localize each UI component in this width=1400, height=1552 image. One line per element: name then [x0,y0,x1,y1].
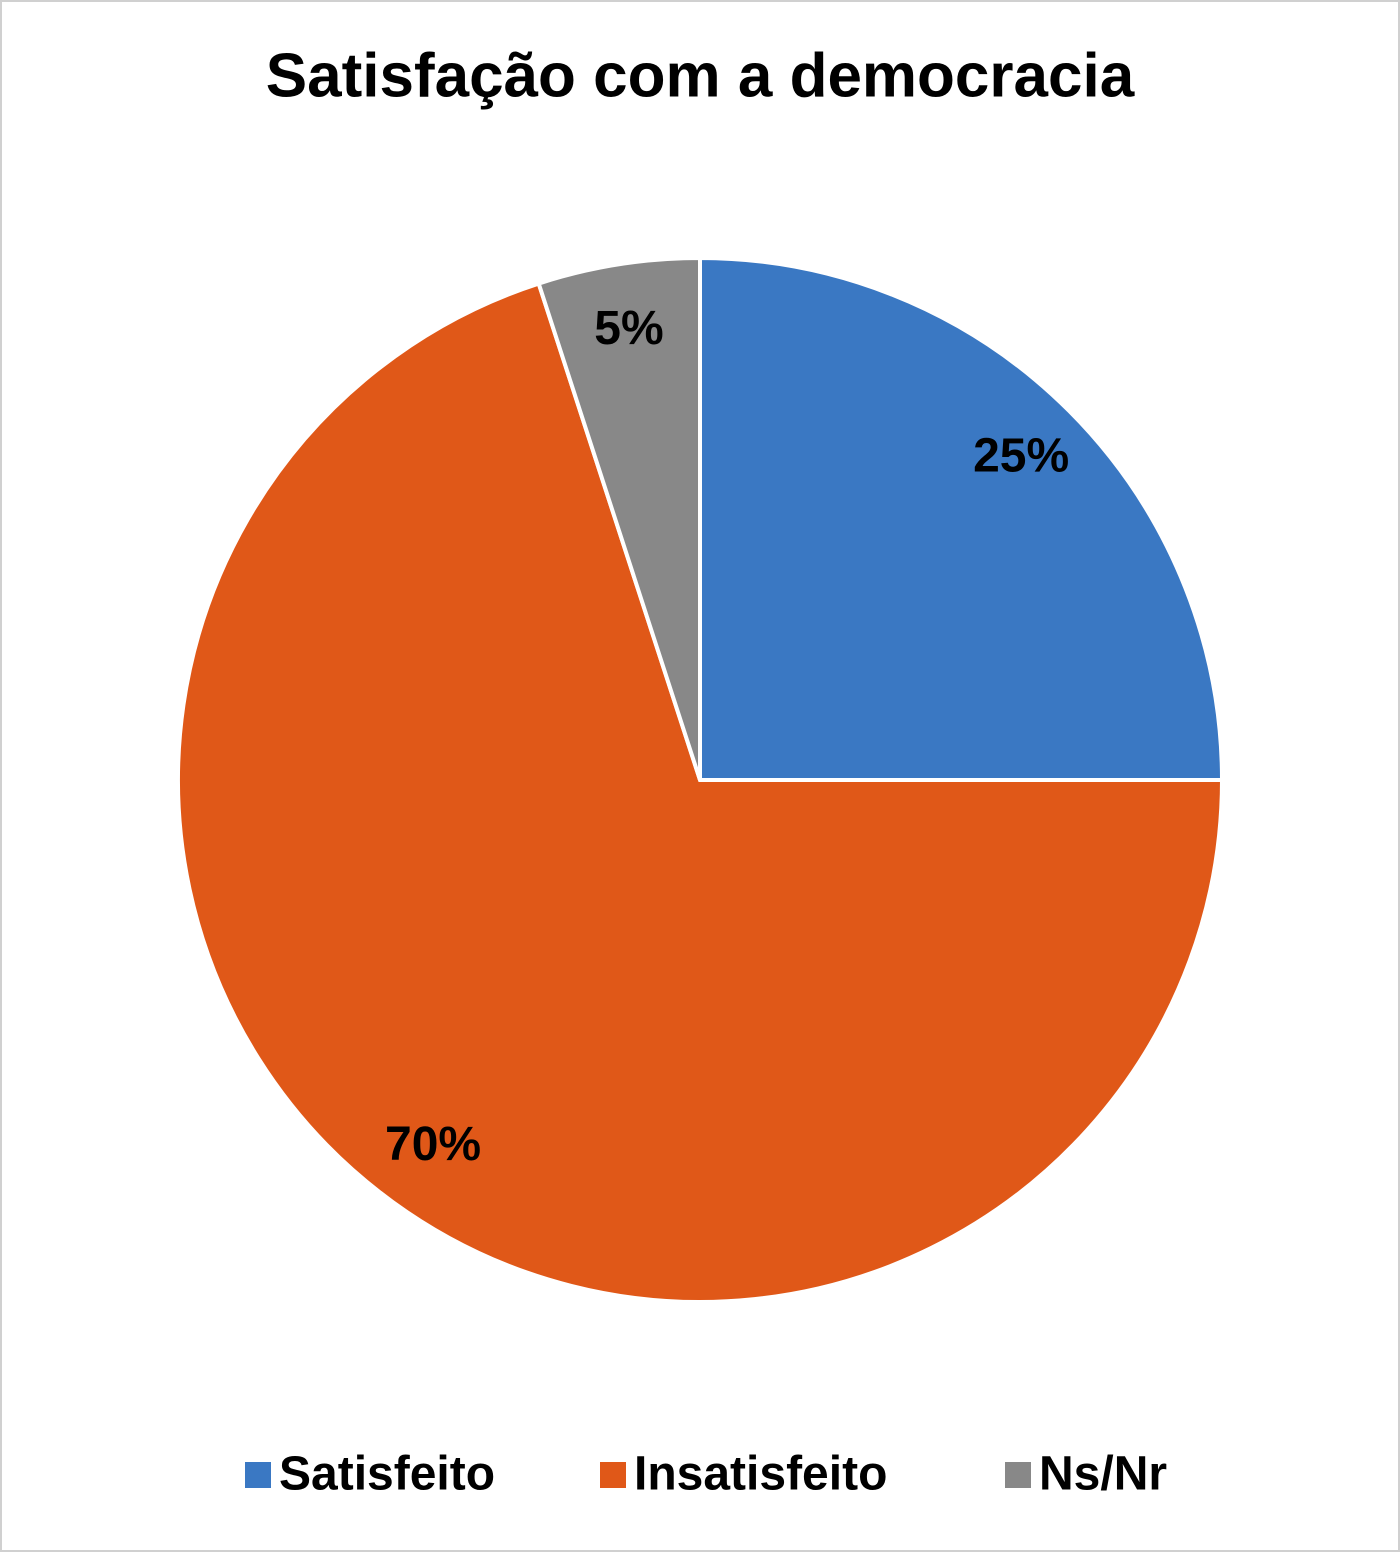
legend-swatch [245,1462,271,1488]
chart-title: Satisfação com a democracia [266,41,1135,110]
legend-swatch [1005,1462,1031,1488]
legend-label: Ns/Nr [1039,1448,1167,1501]
legend-swatch [600,1462,626,1488]
pie-slice [536,255,702,781]
legend-label: Insatisfeito [634,1448,887,1501]
data-label: 70% [385,1118,481,1171]
pie-slice [176,281,1225,1304]
data-label: 25% [973,430,1069,483]
legend-label: Satisfeito [279,1448,495,1501]
pie-slice [698,255,1225,782]
data-label: 5% [594,302,663,355]
